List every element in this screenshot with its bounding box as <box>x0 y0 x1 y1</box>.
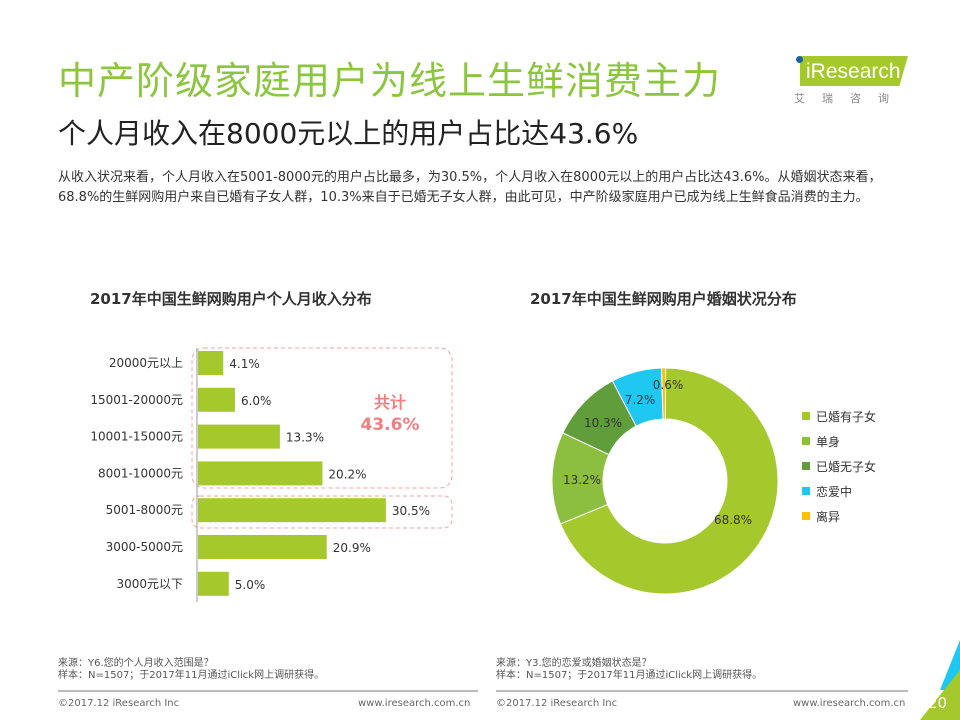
page-subtitle: 个人月收入在8000元以上的用户占比达43.6% <box>58 117 639 150</box>
bar <box>198 387 235 412</box>
sample-right: 样本：N=1507；于2017年11月通过iClick网上调研获得。 <box>496 670 763 681</box>
url-left[interactable]: www.iresearch.com.cn <box>358 698 471 709</box>
category-label: 3000-5000元 <box>106 540 183 554</box>
highlight-box-8000plus <box>191 347 453 489</box>
source-left: 来源：Y6.您的个人月收入范围是？ <box>58 658 214 669</box>
value-label: 6.0% <box>241 394 272 408</box>
category-label: 10001-15000元 <box>90 430 183 444</box>
value-label: 20.9% <box>333 541 371 555</box>
legend-swatch <box>802 437 810 445</box>
bar <box>198 351 224 375</box>
value-label: 13.3% <box>286 431 324 445</box>
legend-swatch <box>802 487 810 495</box>
bar <box>198 571 229 596</box>
income-bar-chart: 20000元以上 4.1% 15001-20000元 6.0% 10001-15000元… <box>90 347 453 602</box>
corner-decoration <box>920 640 960 720</box>
slice-label: 68.8% <box>714 513 752 527</box>
divider-left <box>58 690 478 692</box>
category-label: 8001-10000元 <box>98 466 183 480</box>
description: 从收入状况来看，个人月收入在5001-8000元的用户占比最多，为30.5%，个… <box>58 170 882 205</box>
slice-label: 7.2% <box>625 393 656 407</box>
sample-left: 样本：N=1507；于2017年11月通过iClick网上调研获得。 <box>58 670 325 681</box>
bar <box>198 461 323 486</box>
legend-label: 单身 <box>816 434 840 449</box>
copyright-left: ©2017.12 iResearch Inc <box>58 698 180 709</box>
legend-label: 离异 <box>816 509 840 524</box>
value-label: 5.0% <box>235 578 265 592</box>
slice-label: 10.3% <box>584 416 622 430</box>
logo-dot-icon <box>796 56 803 63</box>
annotation-line2: 43.6% <box>361 415 420 435</box>
highlight-box-5001-8000 <box>191 495 453 529</box>
slice-label: 13.2% <box>563 473 601 487</box>
bar <box>198 424 280 449</box>
url-right[interactable]: www.iresearch.com.cn <box>793 698 906 709</box>
bar-chart-title: 2017年中国生鲜网购用户个人月收入分布 <box>90 290 372 308</box>
slice-label: 0.6% <box>653 378 684 392</box>
divider-right <box>496 690 908 692</box>
bar <box>198 535 327 559</box>
legend-label: 恋爱中 <box>816 484 852 499</box>
donut-chart-title: 2017年中国生鲜网购用户婚姻状况分布 <box>530 290 797 308</box>
category-label: 3000元以下 <box>116 577 183 591</box>
value-label: 4.1% <box>229 357 259 371</box>
category-label: 5001-8000元 <box>106 503 183 517</box>
copyright-right: ©2017.12 iResearch Inc <box>496 698 618 709</box>
value-label: 30.5% <box>392 504 430 518</box>
iresearch-logo: iResearch 艾瑞咨询 <box>792 54 912 106</box>
donut-slice <box>660 367 667 420</box>
category-label: 15001-20000元 <box>90 393 183 407</box>
logo-cn: 艾瑞咨询 <box>794 92 906 105</box>
category-label: 20000元以上 <box>109 356 183 370</box>
page-title: 中产阶级家庭用户为线上生鲜消费主力 <box>58 59 722 103</box>
value-label: 20.2% <box>328 467 366 481</box>
bar <box>198 498 386 523</box>
donut-slice <box>559 367 779 595</box>
logo-text: iResearch <box>806 60 901 83</box>
legend-swatch <box>802 412 810 420</box>
legend-swatch <box>802 512 810 520</box>
legend-label: 已婚有子女 <box>816 409 876 424</box>
legend-swatch <box>802 462 810 470</box>
page-number: 20 <box>928 694 948 712</box>
annotation-line1: 共计 <box>374 393 406 412</box>
marital-donut-chart: 68.8% 13.2% 10.3%7.2%0.6% 已婚有子女单身已婚无子女恋爱中离… <box>551 367 876 595</box>
legend-label: 已婚无子女 <box>816 459 876 474</box>
source-right: 来源：Y3.您的恋爱或婚姻状态是？ <box>496 658 652 669</box>
